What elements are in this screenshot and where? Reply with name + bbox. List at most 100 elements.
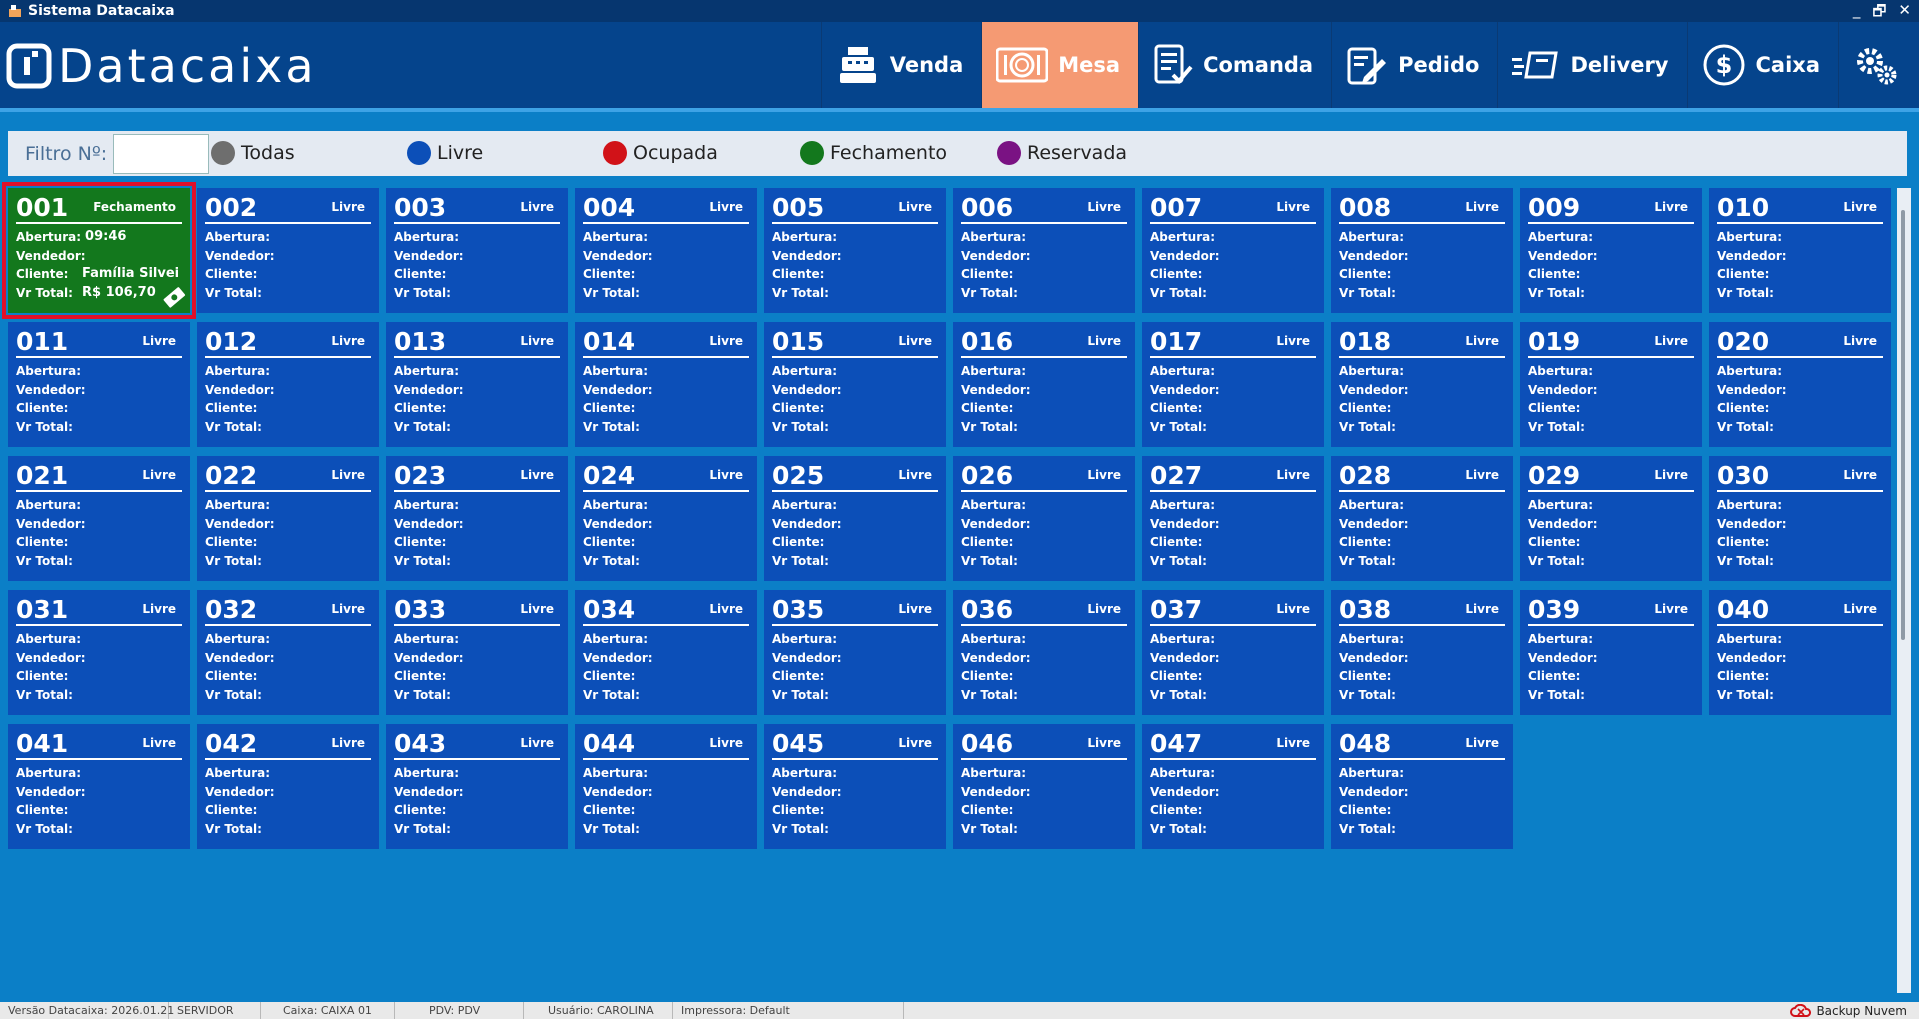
mesa-card-003[interactable]: 003 Livre Abertura: Vendedor: Cliente: V… [386,188,568,313]
mesa-card-030[interactable]: 030 Livre Abertura: Vendedor: Cliente: V… [1709,456,1891,581]
legend-livre[interactable]: Livre [407,141,483,165]
nav-venda[interactable]: Venda [820,22,982,108]
mesa-card-026[interactable]: 026 Livre Abertura: Vendedor: Cliente: V… [953,456,1135,581]
mesa-card-006[interactable]: 006 Livre Abertura: Vendedor: Cliente: V… [953,188,1135,313]
mesa-card-028[interactable]: 028 Livre Abertura: Vendedor: Cliente: V… [1331,456,1513,581]
mesa-card-033[interactable]: 033 Livre Abertura: Vendedor: Cliente: V… [386,590,568,715]
mesa-card-020[interactable]: 020 Livre Abertura: Vendedor: Cliente: V… [1709,322,1891,447]
abertura-label: Abertura: [16,766,82,780]
mesa-card-031[interactable]: 031 Livre Abertura: Vendedor: Cliente: V… [8,590,190,715]
mesa-status: Fechamento [93,200,176,214]
mesa-card-037[interactable]: 037 Livre Abertura: Vendedor: Cliente: V… [1142,590,1324,715]
mesa-card-010[interactable]: 010 Livre Abertura: Vendedor: Cliente: V… [1709,188,1891,313]
mesa-card-038[interactable]: 038 Livre Abertura: Vendedor: Cliente: V… [1331,590,1513,715]
mesa-status: Livre [709,334,743,348]
total-label: Vr Total: [583,821,640,836]
mesa-number: 023 [394,460,447,490]
mesa-card-019[interactable]: 019 Livre Abertura: Vendedor: Cliente: V… [1520,322,1702,447]
mesa-card-046[interactable]: 046 Livre Abertura: Vendedor: Cliente: V… [953,724,1135,849]
abertura-value: 09:46 [85,229,127,244]
mesa-card-023[interactable]: 023 Livre Abertura: Vendedor: Cliente: V… [386,456,568,581]
mesa-card-004[interactable]: 004 Livre Abertura: Vendedor: Cliente: V… [575,188,757,313]
total-label: Vr Total: [205,553,262,568]
mesa-status: Livre [142,736,176,750]
total-label: Vr Total: [1150,419,1207,434]
mesa-card-017[interactable]: 017 Livre Abertura: Vendedor: Cliente: V… [1142,322,1324,447]
mesa-card-014[interactable]: 014 Livre Abertura: Vendedor: Cliente: V… [575,322,757,447]
mesa-card-008[interactable]: 008 Livre Abertura: Vendedor: Cliente: V… [1331,188,1513,313]
grid-scrollbar[interactable] [1897,188,1911,993]
total-label: Vr Total: [205,419,262,434]
mesa-card-034[interactable]: 034 Livre Abertura: Vendedor: Cliente: V… [575,590,757,715]
mesa-number: 020 [1717,326,1770,356]
mesa-card-001[interactable]: 001 Fechamento Abertura: 09:46 Vendedor: … [2,182,196,319]
mesa-status: Livre [1465,200,1499,214]
mesa-card-048[interactable]: 048 Livre Abertura: Vendedor: Cliente: V… [1331,724,1513,849]
mesa-card-007[interactable]: 007 Livre Abertura: Vendedor: Cliente: V… [1142,188,1324,313]
mesa-card-024[interactable]: 024 Livre Abertura: Vendedor: Cliente: V… [575,456,757,581]
mesa-card-036[interactable]: 036 Livre Abertura: Vendedor: Cliente: V… [953,590,1135,715]
vendedor-label: Vendedor: [961,248,1031,263]
mesa-card-043[interactable]: 043 Livre Abertura: Vendedor: Cliente: V… [386,724,568,849]
nav-mesa[interactable]: Mesa [981,22,1139,108]
mesa-card-021[interactable]: 021 Livre Abertura: Vendedor: Cliente: V… [8,456,190,581]
backup-nuvem[interactable]: Backup Nuvem [1790,1002,1907,1019]
mesa-status: Livre [142,468,176,482]
mesa-card-027[interactable]: 027 Livre Abertura: Vendedor: Cliente: V… [1142,456,1324,581]
total-label: Vr Total: [394,285,451,300]
mesa-card-016[interactable]: 016 Livre Abertura: Vendedor: Cliente: V… [953,322,1135,447]
vendedor-label: Vendedor: [1150,248,1220,263]
scrollbar-thumb[interactable] [1901,210,1905,640]
mesa-card-015[interactable]: 015 Livre Abertura: Vendedor: Cliente: V… [764,322,946,447]
restore-button[interactable]: 🗗 [1872,2,1887,20]
abertura-label: Abertura: [583,364,649,378]
legend-ocupada[interactable]: Ocupada [603,141,718,165]
nav-caixa[interactable]: $ Caixa [1686,22,1839,108]
mesa-card-041[interactable]: 041 Livre Abertura: Vendedor: Cliente: V… [8,724,190,849]
mesa-status: Livre [709,736,743,750]
mesa-card-013[interactable]: 013 Livre Abertura: Vendedor: Cliente: V… [386,322,568,447]
mesa-card-025[interactable]: 025 Livre Abertura: Vendedor: Cliente: V… [764,456,946,581]
mesa-card-047[interactable]: 047 Livre Abertura: Vendedor: Cliente: V… [1142,724,1324,849]
mesa-card-011[interactable]: 011 Livre Abertura: Vendedor: Cliente: V… [8,322,190,447]
cliente-label: Cliente: [394,669,447,683]
abertura-label: Abertura: [772,632,838,646]
mesa-card-040[interactable]: 040 Livre Abertura: Vendedor: Cliente: V… [1709,590,1891,715]
settings-button[interactable] [1838,22,1919,108]
mesa-card-022[interactable]: 022 Livre Abertura: Vendedor: Cliente: V… [197,456,379,581]
cliente-label: Cliente: [1150,267,1203,281]
mesa-card-009[interactable]: 009 Livre Abertura: Vendedor: Cliente: V… [1520,188,1702,313]
close-button[interactable]: ✕ [1898,1,1911,19]
status-pdv: PDV: PDV [395,1002,524,1019]
mesa-card-035[interactable]: 035 Livre Abertura: Vendedor: Cliente: V… [764,590,946,715]
mesa-card-045[interactable]: 045 Livre Abertura: Vendedor: Cliente: V… [764,724,946,849]
mesa-status: Livre [142,602,176,616]
main-header: Datacaixa Venda Mesa [0,22,1919,112]
mesa-card-044[interactable]: 044 Livre Abertura: Vendedor: Cliente: V… [575,724,757,849]
vendedor-label: Vendedor: [1717,650,1787,665]
mesa-card-005[interactable]: 005 Livre Abertura: Vendedor: Cliente: V… [764,188,946,313]
cliente-label: Cliente: [772,803,825,817]
status-versao: Versão Datacaixa: 2026.01.21 [0,1002,174,1019]
mesa-card-012[interactable]: 012 Livre Abertura: Vendedor: Cliente: V… [197,322,379,447]
mesa-card-029[interactable]: 029 Livre Abertura: Vendedor: Cliente: V… [1520,456,1702,581]
mesa-card-002[interactable]: 002 Livre Abertura: Vendedor: Cliente: V… [197,188,379,313]
minimize-button[interactable]: _ [1852,1,1861,19]
mesa-card-039[interactable]: 039 Livre Abertura: Vendedor: Cliente: V… [1520,590,1702,715]
nav-delivery[interactable]: Delivery [1497,22,1686,108]
mesa-card-042[interactable]: 042 Livre Abertura: Vendedor: Cliente: V… [197,724,379,849]
mesa-card-018[interactable]: 018 Livre Abertura: Vendedor: Cliente: V… [1331,322,1513,447]
nav-comanda[interactable]: Comanda [1138,22,1331,108]
filter-number-input[interactable] [113,133,210,174]
legend-todas[interactable]: Todas [211,141,295,165]
total-label: Vr Total: [1528,553,1585,568]
legend-reservada[interactable]: Reservada [997,141,1127,165]
nav-pedido[interactable]: Pedido [1331,22,1497,108]
mesa-card-032[interactable]: 032 Livre Abertura: Vendedor: Cliente: V… [197,590,379,715]
vendedor-label: Vendedor: [16,784,86,799]
cliente-label: Cliente: [1717,267,1770,281]
vendedor-label: Vendedor: [205,650,275,665]
legend-fechamento[interactable]: Fechamento [800,141,947,165]
vendedor-label: Vendedor: [961,650,1031,665]
cliente-label: Cliente: [961,267,1014,281]
